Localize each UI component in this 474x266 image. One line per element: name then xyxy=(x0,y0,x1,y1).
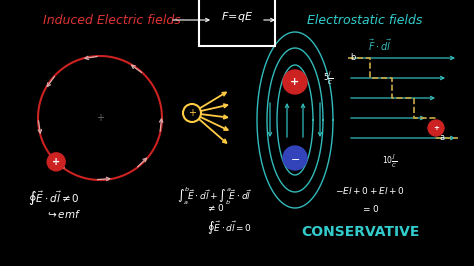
Text: +: + xyxy=(291,77,300,87)
Text: $\oint\vec{E}\cdot d\vec{l}=0$: $\oint\vec{E}\cdot d\vec{l}=0$ xyxy=(208,220,253,237)
Circle shape xyxy=(283,146,307,170)
Text: $10\frac{J}{C}$: $10\frac{J}{C}$ xyxy=(383,152,398,170)
Text: +: + xyxy=(188,108,196,118)
Text: +: + xyxy=(52,157,60,167)
Circle shape xyxy=(47,153,65,171)
Text: $F\!=\!qE$: $F\!=\!qE$ xyxy=(221,10,253,24)
Text: +: + xyxy=(433,125,439,131)
Text: $\int_a^b\!\vec{E}\cdot d\vec{l}+\int_b^a\!\vec{E}\cdot d\vec{l}$: $\int_a^b\!\vec{E}\cdot d\vec{l}+\int_b^… xyxy=(177,185,253,207)
Text: +: + xyxy=(96,113,104,123)
Text: $\oint\vec{E}\cdot d\vec{l}\neq 0$: $\oint\vec{E}\cdot d\vec{l}\neq 0$ xyxy=(28,190,80,209)
Text: $-El+0+El+0$: $-El+0+El+0$ xyxy=(335,185,405,196)
Text: b: b xyxy=(350,53,356,63)
Text: $\hookrightarrow emf$: $\hookrightarrow emf$ xyxy=(45,208,81,220)
Text: $\vec{F}\cdot d\vec{l}$: $\vec{F}\cdot d\vec{l}$ xyxy=(368,38,392,53)
Text: Induced Electric fields: Induced Electric fields xyxy=(43,14,181,27)
Text: $\neq 0$: $\neq 0$ xyxy=(206,203,224,213)
Circle shape xyxy=(283,70,307,94)
Text: Electrostatic fields: Electrostatic fields xyxy=(307,14,423,27)
Text: $5\frac{J}{C}$: $5\frac{J}{C}$ xyxy=(323,69,334,87)
Text: $= 0$: $= 0$ xyxy=(361,203,379,214)
Text: a: a xyxy=(440,134,445,143)
Circle shape xyxy=(428,120,444,136)
Text: CONSERVATIVE: CONSERVATIVE xyxy=(301,225,419,239)
Circle shape xyxy=(183,104,201,122)
Text: $-$: $-$ xyxy=(290,153,300,163)
